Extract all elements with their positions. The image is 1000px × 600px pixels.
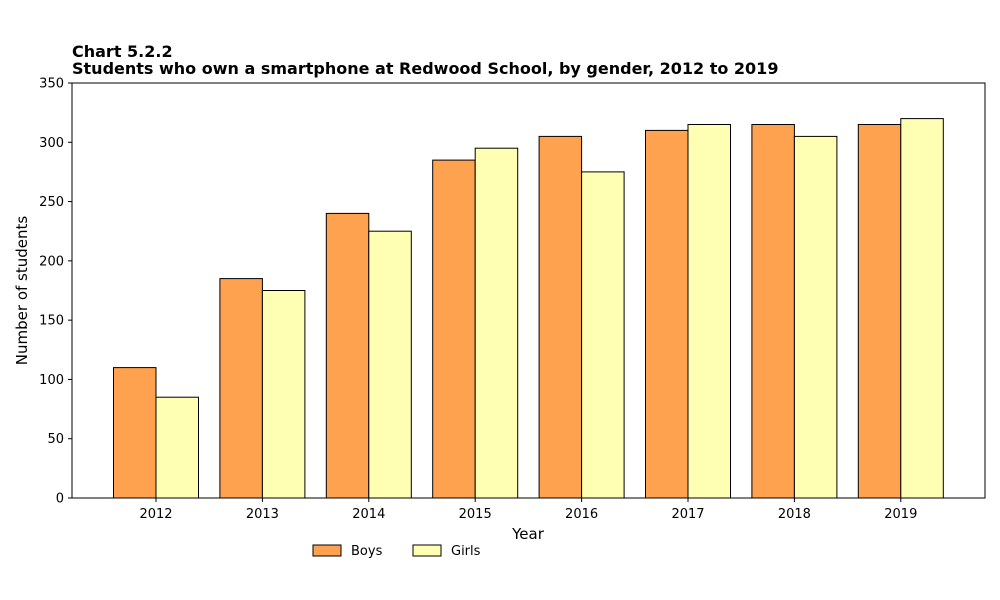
bar-girls-2019 bbox=[900, 118, 944, 499]
legend: Boys Girls bbox=[312, 544, 481, 559]
bar-girls-2012 bbox=[155, 396, 199, 499]
bar-boys-2018 bbox=[751, 124, 795, 499]
bar-girls-2016 bbox=[581, 171, 625, 499]
bar-boys-2016 bbox=[538, 135, 583, 499]
x-tick-label: 2017 bbox=[671, 507, 704, 522]
x-tick-label: 2018 bbox=[778, 507, 811, 522]
bar-boys-2014 bbox=[325, 212, 370, 499]
x-tick-label: 2012 bbox=[139, 507, 172, 522]
y-axis-ticks: 0 50 100 150 200 250 300 350 bbox=[39, 77, 72, 507]
bar-boys-2012 bbox=[113, 367, 157, 499]
chart-title: Chart 5.2.2 bbox=[72, 42, 173, 61]
y-tick-label: 250 bbox=[39, 195, 64, 210]
y-tick-label: 50 bbox=[47, 432, 64, 447]
y-tick-label: 300 bbox=[39, 136, 64, 151]
legend-label-girls: Girls bbox=[451, 544, 481, 559]
bar-girls-2013 bbox=[261, 290, 306, 499]
x-tick-label: 2019 bbox=[884, 507, 917, 522]
y-tick-label: 200 bbox=[39, 254, 64, 269]
x-tick-label: 2013 bbox=[246, 507, 279, 522]
x-axis-ticks: 2012 2013 2014 2015 2016 2017 2018 2019 bbox=[139, 498, 917, 522]
plot-frame bbox=[71, 82, 986, 499]
chart-subtitle: Students who own a smartphone at Redwood… bbox=[72, 59, 778, 78]
legend-swatch-girls bbox=[412, 544, 442, 557]
x-tick-label: 2015 bbox=[459, 507, 492, 522]
bar-girls-2018 bbox=[793, 135, 838, 499]
y-tick-label: 0 bbox=[56, 492, 64, 507]
bar-girls-2015 bbox=[474, 147, 519, 499]
bar-boys-2015 bbox=[432, 159, 476, 499]
x-axis-label: Year bbox=[511, 525, 545, 543]
y-tick-label: 100 bbox=[39, 373, 64, 388]
y-tick-label: 150 bbox=[39, 314, 64, 329]
y-tick-label: 350 bbox=[39, 77, 64, 92]
bar-boys-2019 bbox=[857, 124, 902, 499]
legend-swatch-boys bbox=[312, 544, 342, 557]
legend-label-boys: Boys bbox=[351, 544, 383, 559]
bar-boys-2013 bbox=[219, 278, 263, 499]
bar-girls-2017 bbox=[687, 124, 731, 499]
x-tick-label: 2014 bbox=[352, 507, 385, 522]
y-axis-label: Number of students bbox=[13, 216, 31, 366]
bar-boys-2017 bbox=[645, 129, 689, 499]
bar-girls-2014 bbox=[368, 230, 412, 499]
x-tick-label: 2016 bbox=[565, 507, 598, 522]
bars-layer bbox=[113, 118, 944, 499]
